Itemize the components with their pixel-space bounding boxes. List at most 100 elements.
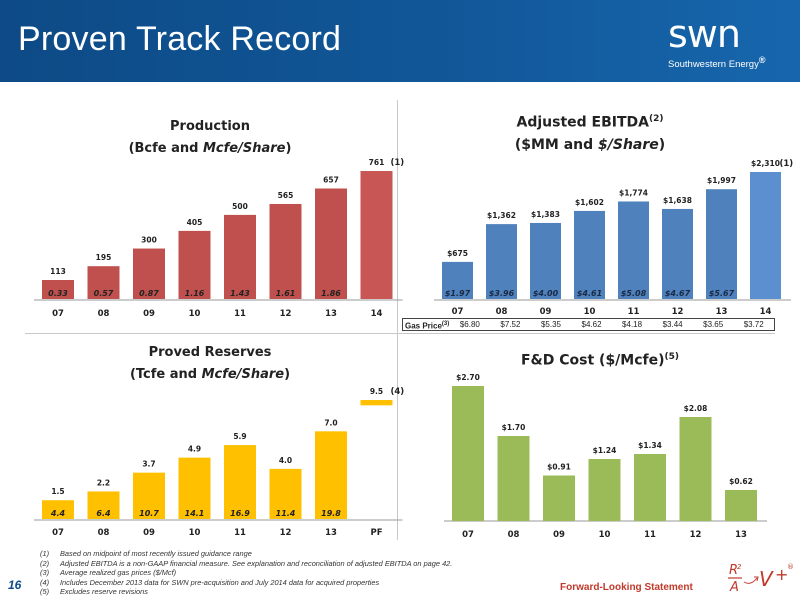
ebitda-tick-label: 08: [496, 307, 508, 317]
gas-price-cell: $7.52: [500, 320, 521, 329]
production-bar: [224, 214, 256, 299]
production-tick-label: 12: [280, 309, 292, 319]
gas-price-cell: $3.44: [662, 320, 683, 329]
production-value-label: 565: [278, 191, 294, 200]
reserves-bar: [133, 472, 165, 519]
ebitda-title-footnote: (2): [649, 114, 664, 124]
footnote-row: (1) Based on midpoint of most recently is…: [40, 549, 452, 559]
fd-tick-label: 07: [462, 530, 474, 540]
reserves-tick-label: 11: [234, 528, 246, 538]
production-value-label: 195: [96, 253, 112, 262]
footnote-number: (4): [40, 577, 50, 587]
page-number: 16: [8, 578, 22, 592]
ebitda-bar: [750, 172, 781, 299]
footnote-number: (2): [40, 558, 50, 568]
ebitda-title-line2: ($MM and $/Share): [514, 136, 666, 153]
production-bar: [42, 279, 74, 299]
fd-bar: [497, 436, 530, 521]
footnote-row: (3) Average realized gas prices ($/Mcf): [40, 568, 452, 578]
forward-looking-statement-link[interactable]: Forward-Looking Statement: [560, 582, 693, 593]
footnote-row: (5) Excludes reserve revisions: [40, 587, 452, 597]
ebitda-value-label: $1,602: [575, 198, 604, 207]
ebitda-title: Adjusted EBITDA(2) ($MM and $/Share): [485, 108, 695, 156]
fd-bar: [634, 454, 666, 521]
production-tick-label: 10: [189, 309, 201, 319]
ebitda-title-line1: Adjusted EBITDA(2): [516, 114, 664, 131]
ebitda-value-label: $1,362: [487, 211, 516, 220]
ebitda-inner-label: $5.67: [709, 289, 735, 298]
fd-bar: [679, 417, 712, 521]
production-value-label: 405: [187, 218, 203, 227]
gas-price-label: Gas Price(3): [405, 321, 450, 331]
production-tick-label: 13: [325, 309, 337, 319]
production-value-label: 500: [232, 202, 248, 211]
logo-mark: swn: [668, 12, 741, 56]
production-tick-label: 08: [98, 309, 110, 319]
ebitda-bar: [618, 201, 649, 299]
reserves-bar: [42, 500, 74, 519]
fd-bar: [543, 475, 575, 521]
production-inner-label: 1.61: [276, 289, 296, 298]
footnote-row: (2) Adjusted EBITDA is a non-GAAP financi…: [40, 559, 452, 569]
production-value-label: 761: [369, 158, 385, 167]
reserves-bar: [224, 445, 256, 519]
vertical-divider: [397, 100, 398, 540]
ebitda-inner-label: $5.08: [621, 289, 647, 298]
production-value-label: 657: [323, 175, 339, 184]
gas-price-cell: $4.62: [581, 320, 602, 329]
footnote-number: (1): [40, 549, 50, 558]
gas-price-cell: $3.72: [743, 320, 764, 329]
production-inner-label: 1.43: [230, 289, 250, 298]
fd-tick-label: 11: [644, 530, 656, 540]
footnote-text: Includes December 2013 data for SWN pre-…: [60, 577, 380, 587]
ebitda-tick-label: 13: [716, 307, 728, 317]
reserves-value-label: 3.7: [142, 460, 155, 469]
fd-value-label: $2.08: [684, 404, 708, 413]
production-value-label: 113: [50, 267, 66, 276]
fd-bar: [588, 459, 621, 521]
production-inner-label: 0.87: [139, 289, 159, 298]
reserves-inner-label: 19.8: [321, 509, 341, 518]
reserves-inner-label: 6.4: [96, 509, 111, 518]
fd-tick-label: 10: [599, 530, 611, 540]
fd-bar: [725, 490, 757, 521]
logo-reg-mark: ®: [758, 55, 766, 65]
footnote-text: Excludes reserve revisions: [60, 587, 148, 597]
horizontal-divider: [25, 333, 775, 334]
reserves-bar: [269, 468, 302, 519]
reserves-value-label: 4.0: [279, 456, 292, 465]
reserves-title: Proved Reserves (Tcfe and Mcfe/Share): [95, 342, 325, 386]
production-tick-label: 09: [143, 309, 155, 319]
production-footnote-marker: (1): [391, 158, 405, 168]
footnote-text: Based on midpoint of most recently issue…: [60, 549, 252, 558]
logo-subtitle-text: Southwestern Energy: [668, 59, 759, 71]
production-tick-label: 11: [234, 309, 246, 319]
production-bar: [269, 203, 302, 299]
production-value-label: 300: [141, 236, 157, 245]
svg-text:A: A: [729, 580, 739, 595]
ebitda-inner-label: $4.61: [577, 289, 602, 298]
fd-tick-label: 13: [735, 530, 747, 540]
ebitda-value-label: $1,638: [663, 196, 692, 205]
ebitda-bar: [486, 224, 517, 299]
ebitda-tick-label: 07: [452, 307, 464, 317]
production-tick-label: 07: [52, 309, 64, 319]
reserves-value-label: 9.5: [370, 387, 383, 396]
svg-text:2: 2: [737, 563, 742, 571]
reserves-tick-label: 08: [98, 528, 110, 538]
footnotes: (1) Based on midpoint of most recently is…: [40, 549, 452, 597]
reserves-tick-label: PF: [370, 528, 382, 538]
production-bar: [133, 248, 165, 299]
ebitda-tick-label: 09: [540, 307, 552, 317]
logo-subtitle: Southwestern Energy®: [668, 55, 765, 70]
reserves-tick-label: 07: [52, 528, 64, 538]
reserves-footnote-marker: (4): [391, 387, 405, 397]
footnote-number: (3): [40, 568, 50, 578]
reserves-bar: [360, 400, 393, 406]
production-inner-label: 1.16: [185, 289, 205, 298]
reserves-value-label: 2.2: [97, 478, 110, 487]
ebitda-bar: [574, 210, 605, 299]
rv-logo-graphic: R 2 A V + ®: [728, 563, 794, 595]
reserves-bar: [315, 431, 347, 519]
